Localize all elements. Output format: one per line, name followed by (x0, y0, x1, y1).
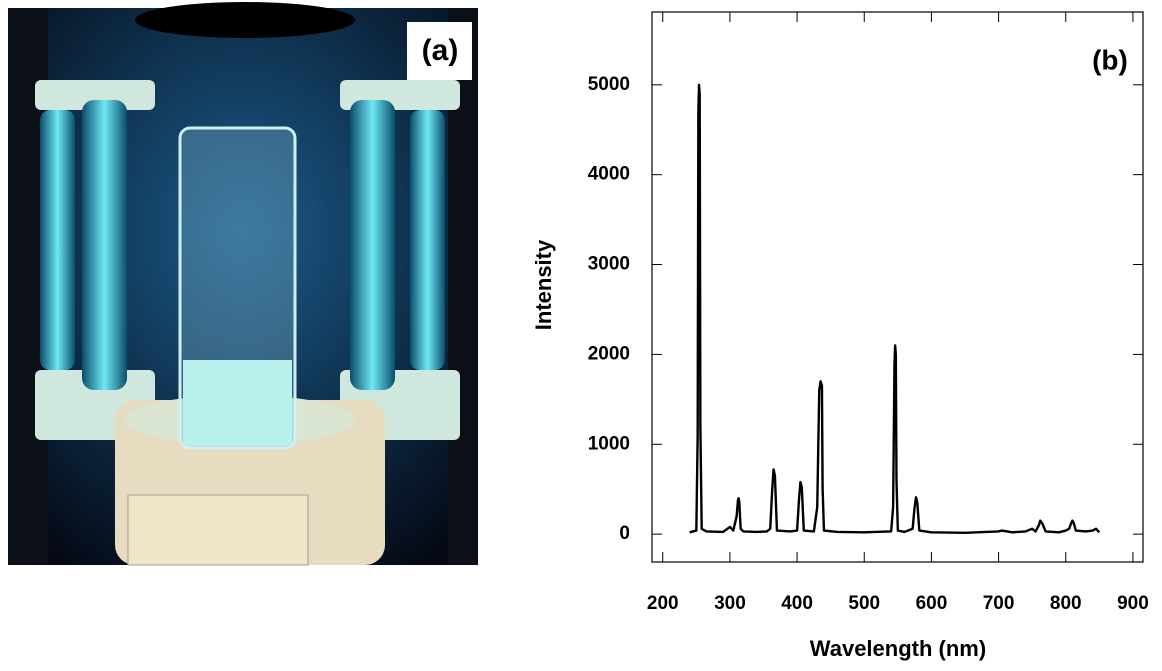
y-tick-label: 4000 (588, 164, 630, 185)
x-tick-label: 700 (983, 593, 1015, 614)
lamp-holder (35, 80, 155, 110)
panel-label: (a) (422, 34, 459, 67)
y-tick-label: 2000 (588, 343, 630, 364)
plot-frame (651, 11, 1144, 563)
y-tick-label: 1000 (588, 433, 630, 454)
lid-opening (135, 2, 355, 38)
x-tick-label: 400 (781, 593, 813, 614)
chart: (b) Wavelength (nm) Intensity 200 300 400 5… (531, 11, 1149, 661)
x-tick-label: 600 (916, 593, 948, 614)
x-tick-label: 500 (848, 593, 880, 614)
x-tick-label: 900 (1117, 593, 1149, 614)
uv-lamp (410, 110, 445, 370)
y-tick-label: 0 (619, 523, 630, 544)
y-axis-title: Intensity (531, 239, 556, 330)
x-tick-label: 200 (647, 593, 679, 614)
x-tick-label: 300 (714, 593, 746, 614)
y-tick-label: 5000 (588, 74, 630, 95)
spectrum-line (689, 83, 1101, 534)
uv-lamp (82, 100, 127, 390)
x-tick-label: 800 (1050, 593, 1082, 614)
uv-lamp (40, 110, 75, 370)
uv-lamp (350, 100, 395, 390)
suspension (183, 360, 292, 446)
panel-label-box (407, 22, 472, 80)
panel-label: (b) (1092, 44, 1128, 75)
x-axis-title: Wavelength (nm) (810, 636, 986, 661)
photo: (a) (8, 2, 478, 566)
y-tick-label: 3000 (588, 254, 630, 275)
stirrer-panel (127, 494, 309, 566)
